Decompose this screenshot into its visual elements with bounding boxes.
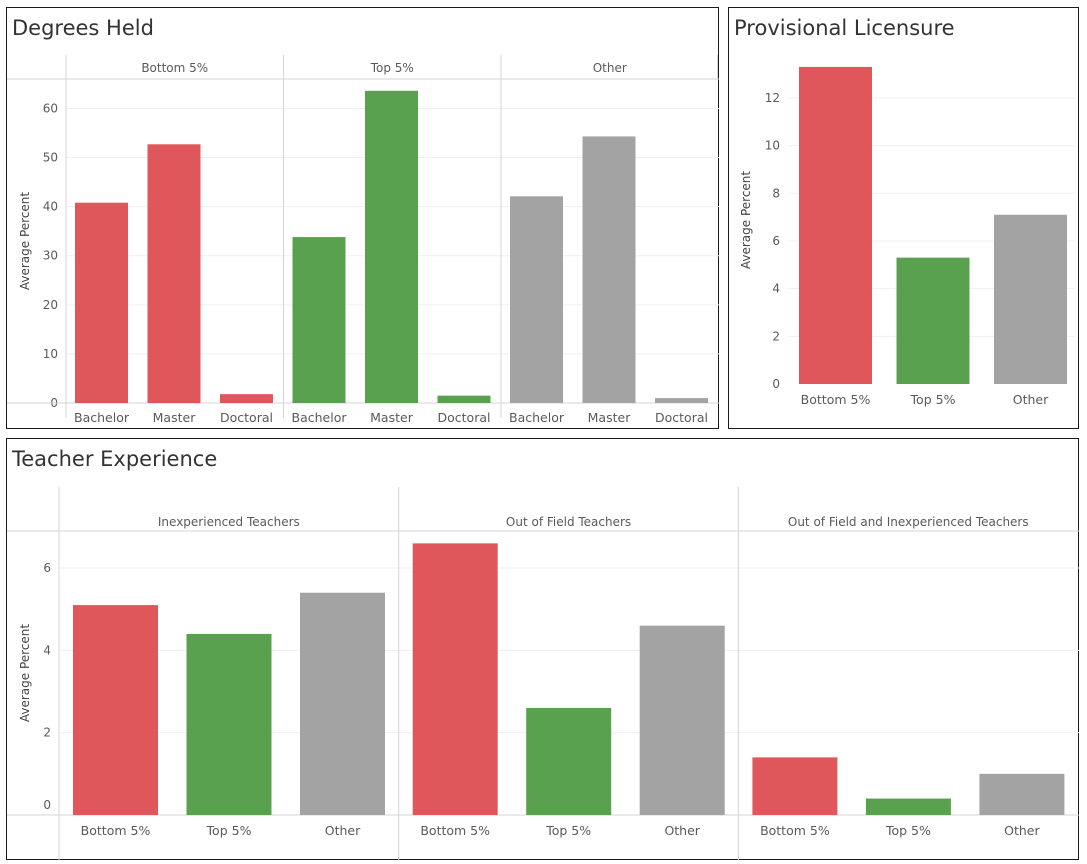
x-tick-label: Master [153,410,197,425]
group-header-out-of-field-teachers: Out of Field Teachers [506,515,631,529]
provisional-licensure-title: Provisional Licensure [734,16,955,40]
x-tick-label: Top 5% [885,823,931,838]
bar-bottom-5pct-doctoral [220,394,273,403]
x-tick-label: Other [1013,392,1049,407]
bar-other-master [582,136,636,403]
bar-out-of-field-and-inexperienced-teachers-top-5pct [865,798,951,815]
bar-out-of-field-teachers-top-5pct [526,707,612,815]
bar-inexperienced-teachers-bottom-5pct [73,605,158,815]
bar-out-of-field-teachers-other [639,625,725,815]
bar-inexperienced-teachers-top-5pct [186,633,272,815]
bar-other [994,214,1067,384]
x-tick-label: Top 5% [206,823,252,838]
y-tick-label: 0 [43,798,51,812]
x-tick-label: Bachelor [509,410,565,425]
degrees-held-title: Degrees Held [12,16,154,40]
bar-out-of-field-and-inexperienced-teachers-other [979,773,1065,815]
x-tick-label: Bachelor [74,410,130,425]
x-tick-label: Bottom 5% [801,392,871,407]
y-tick-label: 6 [43,561,51,575]
x-tick-label: Bachelor [292,410,348,425]
y-tick-label: 0 [772,377,780,391]
x-tick-label: Top 5% [545,823,591,838]
y-tick-label: 30 [43,249,58,263]
y-tick-label: 10 [765,139,780,153]
x-tick-label: Other [664,823,700,838]
y-tick-label: 20 [43,298,58,312]
x-tick-label: Doctoral [438,410,491,425]
bar-inexperienced-teachers-other [300,592,385,815]
y-axis-label: Average Percent [18,192,32,291]
group-header-other: Other [593,61,627,75]
group-header-bottom-5pct: Bottom 5% [141,61,208,75]
bar-top-5pct-bachelor [292,237,346,403]
bar-out-of-field-and-inexperienced-teachers-bottom-5pct [752,757,838,815]
group-header-out-of-field-and-inexperienced-teachers: Out of Field and Inexperienced Teachers [788,515,1029,529]
x-tick-label: Bottom 5% [760,823,830,838]
bar-bottom-5pct-bachelor [75,202,128,403]
y-tick-label: 6 [772,234,780,248]
x-tick-label: Doctoral [655,410,708,425]
y-tick-label: 4 [43,643,51,657]
y-tick-label: 60 [43,101,58,115]
bar-bottom-5pct [799,66,872,384]
x-tick-label: Master [588,410,632,425]
degrees-held-panel: Degrees Held 0 10 20 30 40 50 60 Average Percen… [6,7,719,429]
x-tick-label: Master [370,410,414,425]
bar-out-of-field-teachers-bottom-5pct [412,543,498,815]
group-header-inexperienced-teachers: Inexperienced Teachers [158,515,300,529]
x-tick-label: Top 5% [910,392,956,407]
bar-other-doctoral [655,398,708,403]
provisional-licensure-panel: Provisional Licensure 0 2 4 6 8 10 12 Average P… [728,7,1079,429]
bar-other-bachelor [510,196,563,403]
x-tick-label: Bottom 5% [81,823,151,838]
teacher-experience-panel: Teacher Experience 0 2 4 6 Average Percent In… [6,438,1079,860]
group-header-top-5pct: Top 5% [370,61,414,75]
y-tick-label: 2 [43,726,51,740]
y-tick-label: 8 [772,186,780,200]
y-axis-label: Average Percent [18,624,32,723]
y-tick-label: 12 [765,91,780,105]
x-tick-label: Other [1004,823,1040,838]
y-tick-label: 4 [772,282,780,296]
x-tick-label: Doctoral [220,410,273,425]
y-tick-label: 50 [43,151,58,165]
y-tick-label: 40 [43,200,58,214]
x-tick-label: Other [325,823,361,838]
bar-bottom-5pct-master [147,144,201,404]
provisional-licensure-chart: 0 2 4 6 8 10 12 Average Percent Bottom 5% Top 5% O… [739,66,1075,407]
bar-top-5pct-master [365,90,418,404]
y-tick-label: 10 [43,347,58,361]
bar-top-5pct [896,257,970,384]
y-tick-label: 2 [772,329,780,343]
x-tick-label: Bottom 5% [420,823,490,838]
teacher-experience-title: Teacher Experience [12,447,218,471]
y-axis-label: Average Percent [739,171,753,270]
bar-top-5pct-doctoral [437,395,491,403]
teacher-experience-chart: 0 2 4 6 Average Percent Inexperienced Teacher… [7,487,1079,860]
